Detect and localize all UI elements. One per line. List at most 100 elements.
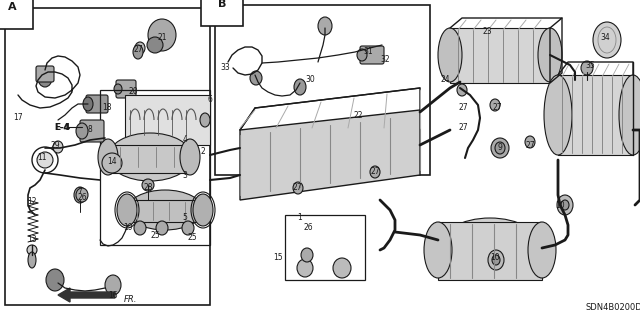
- Text: 35: 35: [585, 61, 595, 70]
- Text: 27: 27: [370, 167, 380, 176]
- Text: 28: 28: [143, 183, 153, 192]
- Ellipse shape: [76, 188, 88, 202]
- Text: 14: 14: [107, 158, 117, 167]
- Text: 13: 13: [27, 235, 37, 244]
- Text: E-4: E-4: [54, 122, 70, 131]
- Text: 3: 3: [182, 170, 188, 180]
- Text: 27: 27: [292, 183, 302, 192]
- Ellipse shape: [619, 75, 640, 155]
- Ellipse shape: [424, 222, 452, 278]
- Ellipse shape: [528, 222, 556, 278]
- Ellipse shape: [27, 245, 37, 255]
- Text: 5: 5: [182, 213, 188, 222]
- Text: 8: 8: [88, 125, 92, 135]
- Text: 26: 26: [303, 224, 313, 233]
- Bar: [127, 200, 203, 222]
- FancyBboxPatch shape: [360, 46, 384, 64]
- Ellipse shape: [134, 221, 146, 235]
- Bar: [125, 95, 210, 145]
- Text: 27: 27: [458, 123, 468, 132]
- Ellipse shape: [488, 250, 504, 270]
- Text: 25: 25: [150, 231, 160, 240]
- Ellipse shape: [180, 139, 200, 175]
- Ellipse shape: [53, 141, 63, 153]
- FancyBboxPatch shape: [36, 66, 54, 82]
- Text: 12: 12: [28, 197, 36, 206]
- Ellipse shape: [147, 37, 163, 53]
- Text: 10: 10: [555, 201, 565, 210]
- Ellipse shape: [318, 17, 332, 35]
- Ellipse shape: [561, 200, 569, 210]
- Text: E-4: E-4: [54, 122, 70, 131]
- Ellipse shape: [182, 221, 194, 235]
- Ellipse shape: [250, 71, 262, 85]
- Text: 1: 1: [298, 213, 302, 222]
- Ellipse shape: [495, 142, 505, 154]
- Bar: [558, 75, 633, 155]
- Ellipse shape: [133, 45, 143, 59]
- Ellipse shape: [102, 153, 122, 173]
- Ellipse shape: [76, 123, 88, 139]
- Text: 9: 9: [497, 144, 502, 152]
- Text: 2: 2: [200, 147, 205, 157]
- Text: 18: 18: [102, 103, 112, 113]
- Bar: [215, 5, 430, 175]
- Ellipse shape: [108, 133, 192, 181]
- Text: 4: 4: [182, 136, 188, 145]
- Ellipse shape: [142, 179, 154, 191]
- Ellipse shape: [200, 113, 210, 127]
- Ellipse shape: [581, 61, 593, 75]
- Text: 16: 16: [108, 291, 118, 300]
- FancyBboxPatch shape: [86, 95, 108, 113]
- Ellipse shape: [544, 75, 572, 155]
- Ellipse shape: [46, 269, 64, 291]
- Ellipse shape: [156, 221, 168, 235]
- Ellipse shape: [38, 69, 52, 87]
- Text: 21: 21: [157, 33, 167, 42]
- Ellipse shape: [148, 19, 176, 51]
- Ellipse shape: [293, 182, 303, 194]
- Ellipse shape: [98, 139, 118, 175]
- Text: 25: 25: [187, 234, 197, 242]
- Ellipse shape: [438, 28, 462, 82]
- Ellipse shape: [490, 99, 500, 111]
- Bar: [285, 215, 365, 280]
- Text: 10: 10: [490, 254, 500, 263]
- Ellipse shape: [114, 84, 122, 94]
- Ellipse shape: [37, 152, 53, 168]
- Text: FR.: FR.: [124, 295, 137, 305]
- Text: 34: 34: [600, 33, 610, 42]
- Ellipse shape: [333, 258, 351, 278]
- Text: B: B: [218, 0, 227, 9]
- Ellipse shape: [492, 255, 500, 265]
- Ellipse shape: [117, 194, 137, 226]
- Text: 20: 20: [128, 87, 138, 97]
- Ellipse shape: [28, 252, 36, 268]
- Text: 22: 22: [353, 110, 363, 120]
- Text: 17: 17: [13, 114, 23, 122]
- FancyBboxPatch shape: [116, 80, 136, 98]
- Text: 24: 24: [440, 76, 450, 85]
- FancyArrow shape: [58, 288, 115, 302]
- Text: 27: 27: [525, 140, 535, 150]
- Ellipse shape: [294, 79, 306, 95]
- Ellipse shape: [438, 218, 542, 278]
- Text: 27: 27: [133, 46, 143, 55]
- Bar: [100, 90, 210, 245]
- Ellipse shape: [538, 28, 562, 82]
- Ellipse shape: [301, 248, 313, 262]
- Ellipse shape: [357, 49, 367, 61]
- Text: 11: 11: [37, 153, 47, 162]
- Text: 31: 31: [363, 48, 373, 56]
- Text: 27: 27: [492, 103, 502, 113]
- Polygon shape: [240, 110, 420, 200]
- Bar: [438, 222, 542, 280]
- Text: SDN4B0200D: SDN4B0200D: [585, 303, 640, 313]
- Bar: [108, 145, 190, 173]
- FancyBboxPatch shape: [80, 120, 104, 142]
- Ellipse shape: [193, 194, 213, 226]
- Text: 7: 7: [77, 188, 83, 197]
- Ellipse shape: [105, 275, 121, 295]
- Ellipse shape: [557, 195, 573, 215]
- Bar: [5, 8, 210, 305]
